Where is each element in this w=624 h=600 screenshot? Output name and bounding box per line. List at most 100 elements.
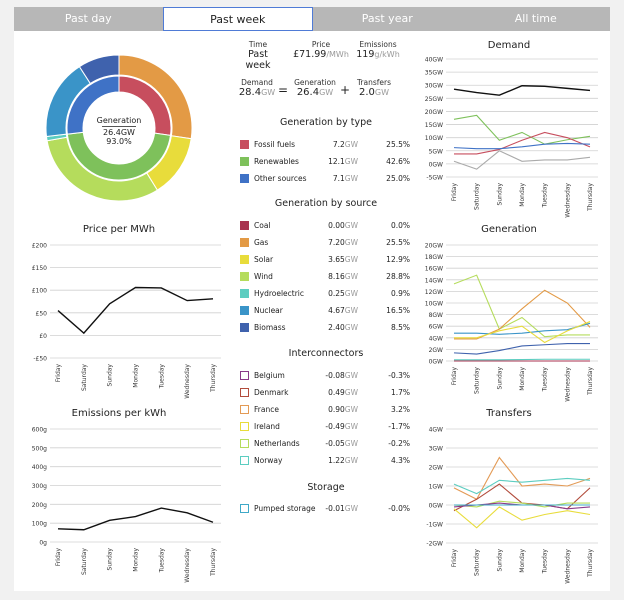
transfers-chart: -2GW -1GW 0GW 1GW 2GW 3GW 4GW Friday Saturday Sun… — [426, 427, 598, 584]
donut-center-title: Generation — [96, 116, 142, 125]
legend-row: Fossil fuels 7.2GW 25.5% — [240, 140, 410, 151]
generation-chart-title: Generation — [481, 224, 537, 235]
transfers-stat: Transfers 2.0GW — [352, 78, 396, 98]
x-tick-label: Saturday — [81, 548, 88, 575]
y-tick-label: 1GW — [429, 484, 443, 491]
x-tick-label: Friday — [55, 364, 62, 383]
y-tick-label: £100 — [32, 288, 47, 295]
legend-row: Gas 7.20GW 25.5% — [240, 238, 410, 249]
y-tick-label: 30GW — [425, 83, 443, 90]
legend-label: Wind — [254, 272, 273, 281]
y-tick-label: 25GW — [425, 96, 443, 103]
legend-value: 7.1GW — [332, 174, 358, 183]
y-tick-label: 2GW — [429, 347, 443, 354]
transfers-chart-title: Transfers — [486, 408, 532, 419]
legend-swatch — [240, 157, 249, 166]
legend-swatch — [240, 405, 249, 414]
y-tick-label: 0GW — [429, 359, 443, 366]
legend-swatch — [240, 323, 249, 332]
legend-label: Denmark — [254, 388, 289, 397]
y-tick-label: 200g — [32, 502, 47, 509]
storage-title: Storage — [307, 482, 345, 493]
x-tick-label: Wednesday — [184, 548, 191, 583]
x-tick-label: Monday — [519, 183, 526, 207]
series-line — [453, 150, 591, 170]
donut-slice-other-sources[interactable] — [66, 75, 120, 135]
legend-label: Other sources — [254, 174, 307, 183]
legend-swatch — [240, 306, 249, 315]
y-tick-label: 300g — [32, 483, 47, 490]
x-tick-label: Friday — [451, 549, 458, 568]
legend-value: 4.67GW — [328, 306, 358, 315]
y-tick-label: 5GW — [429, 148, 443, 155]
x-tick-label: Sunday — [496, 367, 503, 390]
y-tick-label: 20GW — [425, 109, 443, 116]
demand-value: 28.4GW — [238, 87, 276, 98]
y-tick-label: £150 — [32, 265, 47, 272]
legend-value: 7.2GW — [332, 140, 358, 149]
x-tick-label: Saturday — [81, 364, 88, 391]
tab-past-day[interactable]: Past day — [64, 12, 112, 25]
y-tick-label: 4GW — [429, 427, 443, 434]
legend-swatch — [240, 272, 249, 281]
x-tick-label: Friday — [451, 367, 458, 386]
donut-slice-biomass[interactable] — [78, 54, 120, 85]
legend-row: Wind 8.16GW 28.8% — [240, 272, 410, 283]
tab-past-year[interactable]: Past year — [361, 12, 413, 25]
legend-swatch — [240, 456, 249, 465]
legend-value: -0.08GW — [325, 371, 358, 380]
legend-row: France 0.90GW 3.2% — [240, 405, 410, 416]
emissions-label: Emissions — [359, 40, 397, 49]
legend-value: -0.05GW — [325, 439, 358, 448]
legend-pct: -0.3% — [388, 371, 410, 380]
x-tick-label: Saturday — [474, 183, 481, 210]
legend-pct: -0.0% — [388, 504, 410, 513]
plus-sign: + — [339, 83, 351, 97]
series-line — [454, 321, 591, 344]
y-tick-label: -5GW — [426, 175, 443, 182]
demand-stat: Demand 28.4GW — [238, 78, 276, 98]
emissions-chart: 0g 100g 200g 300g 400g 500g 600g Friday Saturday… — [32, 427, 221, 583]
legend-pct: 42.6% — [386, 157, 410, 166]
x-tick-label: Saturday — [474, 549, 481, 576]
legend-swatch — [240, 289, 249, 298]
x-tick-label: Tuesday — [542, 183, 549, 209]
legend-pct: 8.5% — [390, 323, 410, 332]
tab-past-week[interactable]: Past week — [162, 7, 313, 31]
legend-value: -0.49GW — [325, 422, 358, 431]
x-tick-label: Sunday — [107, 364, 114, 387]
legend-value: 8.16GW — [328, 272, 358, 281]
generation-by-source-title: Generation by source — [274, 198, 378, 209]
legend-row: Solar 3.65GW 12.9% — [240, 255, 410, 266]
legend-value: 12.1GW — [328, 157, 358, 166]
legend-swatch — [240, 140, 249, 149]
donut-center-value: 26.4GW — [103, 128, 135, 137]
y-tick-label: 6GW — [429, 324, 443, 331]
y-tick-label: 14GW — [425, 277, 443, 284]
y-tick-label: 500g — [32, 445, 47, 452]
dashboard-panel: Generation 26.4GW 93.0% Time Past week P… — [14, 31, 610, 591]
legend-pct: 0.9% — [390, 289, 410, 298]
price-label: Price — [311, 40, 331, 49]
legend-swatch — [240, 371, 249, 380]
x-tick-label: Thursday — [210, 548, 217, 577]
legend-pct: 25.5% — [386, 140, 410, 149]
x-tick-label: Friday — [55, 548, 62, 567]
generation-stat: Generation 26.4GW — [292, 78, 338, 98]
legend-swatch — [240, 221, 249, 230]
legend-label: Solar — [254, 255, 274, 264]
y-tick-label: £0 — [39, 333, 47, 340]
y-tick-label: 15GW — [425, 122, 443, 129]
legend-row: Pumped storage -0.01GW -0.0% — [240, 504, 410, 515]
legend-label: Netherlands — [254, 439, 300, 448]
series-line — [453, 85, 591, 96]
price-stat: Price £71.99/MWh — [284, 40, 358, 60]
tab-all-time[interactable]: All time — [514, 12, 557, 25]
generation-chart: 0GW 2GW 4GW 6GW 8GW 10GW 12GW 14GW 16GW 18GW 20GW F… — [425, 243, 598, 402]
y-tick-label: 100g — [32, 521, 47, 528]
x-tick-label: Sunday — [496, 183, 503, 206]
demand-label: Demand — [241, 78, 273, 87]
time-label: Time — [248, 40, 268, 49]
y-tick-label: -1GW — [426, 522, 443, 529]
legend-swatch — [240, 504, 249, 513]
